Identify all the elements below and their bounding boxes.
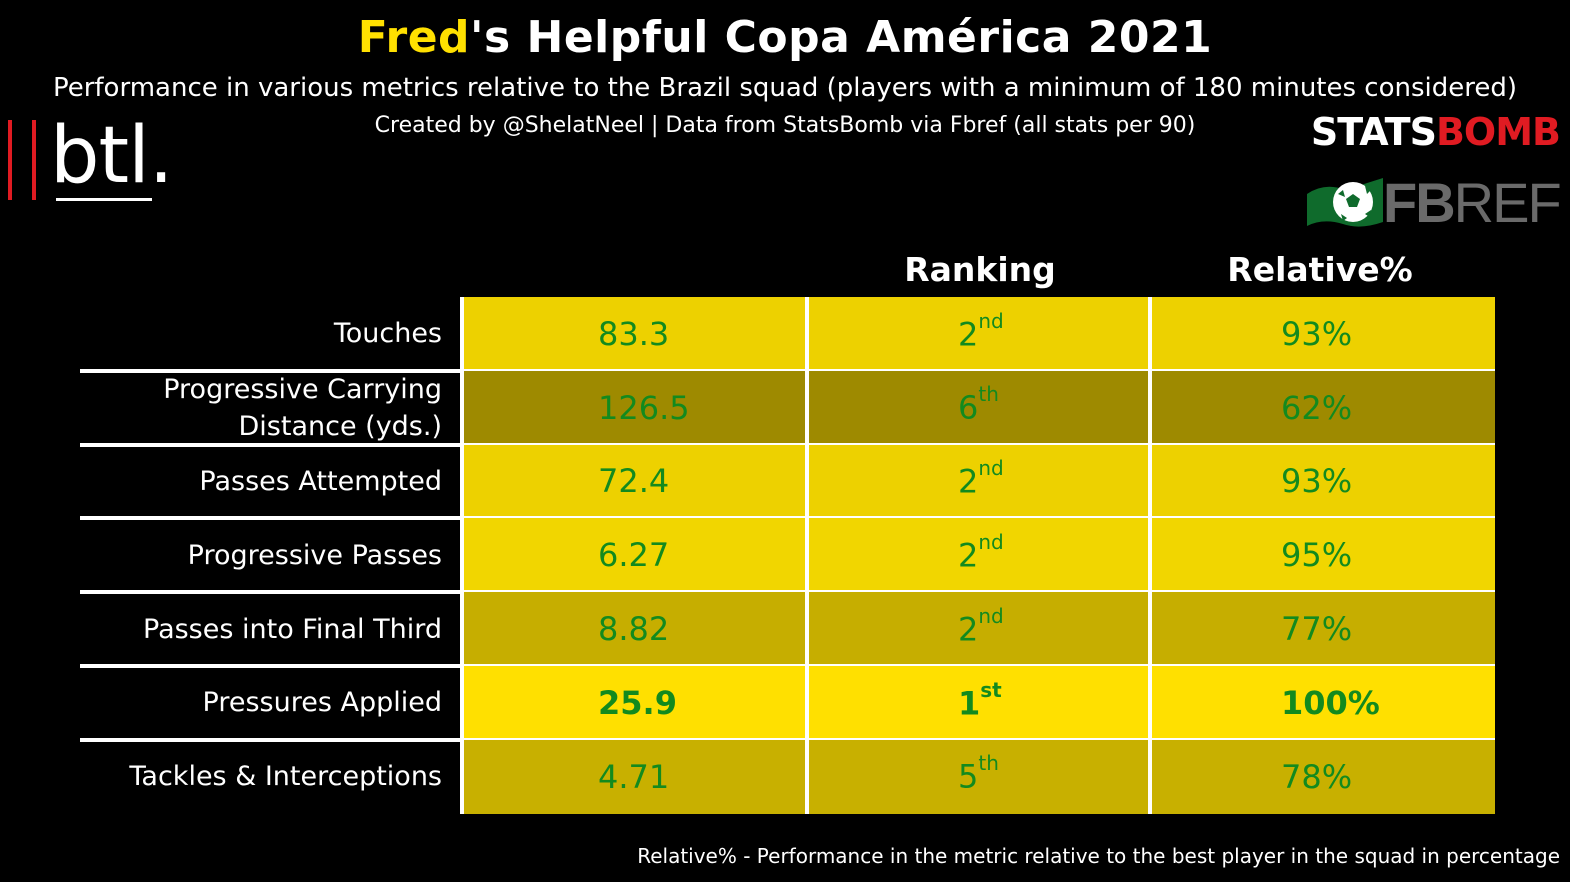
rank-suffix: st <box>980 677 1002 702</box>
ranking-cell-text: 2nd <box>958 309 1004 354</box>
rank-number: 6 <box>958 389 979 428</box>
footnote: Relative% - Performance in the metric re… <box>637 844 1560 868</box>
value-cell-text: 25.9 <box>598 683 677 722</box>
relative-cell: 62% <box>1151 370 1495 445</box>
rank-suffix: nd <box>978 308 1004 333</box>
btl-logo: btl. <box>8 116 178 206</box>
relative-cell: 95% <box>1151 518 1495 593</box>
ranking-cell-text: 2nd <box>958 530 1004 575</box>
row-label: Passes Attempted <box>199 465 442 497</box>
rank-number: 1 <box>958 684 981 723</box>
row-label: Pressures Applied <box>202 687 442 719</box>
rank-number: 5 <box>958 758 979 797</box>
column-header-relative: Relative% <box>1227 250 1413 289</box>
btl-logo-word: btl <box>50 111 150 201</box>
relative-cell: 78% <box>1151 739 1495 814</box>
relative-cell-text: 93% <box>1281 314 1353 353</box>
ranking-cell: 2nd <box>808 297 1149 371</box>
chart-title: Fred's Helpful Copa América 2021 <box>0 10 1570 66</box>
relative-cell-text: 78% <box>1281 757 1353 796</box>
column-separator <box>1148 297 1152 814</box>
row-label: Progressive Carrying Distance (yds.) <box>80 371 442 445</box>
value-cell: 4.71 <box>464 739 806 814</box>
rank-suffix: nd <box>978 456 1004 481</box>
value-cell: 126.5 <box>464 370 806 445</box>
value-cell: 25.9 <box>464 666 806 740</box>
rank-number: 2 <box>958 536 979 575</box>
value-cell-text: 4.71 <box>598 757 670 796</box>
ranking-cell: 2nd <box>808 592 1149 666</box>
row-label: Tackles & Interceptions <box>129 761 442 793</box>
ranking-cell: 5th <box>808 739 1149 814</box>
title-highlight: Fred <box>357 12 471 63</box>
ranking-cell-text: 1st <box>958 678 1002 723</box>
rank-suffix: th <box>978 751 999 776</box>
statsbomb-logo-red: BOMB <box>1435 110 1561 154</box>
rank-number: 2 <box>958 610 979 649</box>
column-header-ranking: Ranking <box>904 250 1056 289</box>
relative-cell-text: 95% <box>1281 536 1353 575</box>
relative-cell-text: 77% <box>1281 610 1353 649</box>
row-label-line: Distance (yds.) <box>238 410 442 442</box>
relative-cell: 93% <box>1151 444 1495 519</box>
btl-logo-dot: . <box>148 111 174 201</box>
btl-bar-left <box>8 120 12 200</box>
relative-cell: 93% <box>1151 297 1495 371</box>
fbref-logo-light: REF <box>1453 171 1562 234</box>
relative-cell-text: 93% <box>1281 462 1353 501</box>
ranking-cell: 2nd <box>808 444 1149 519</box>
row-label: Passes into Final Third <box>143 613 442 645</box>
column-separator <box>805 297 809 814</box>
relative-cell: 77% <box>1151 592 1495 666</box>
value-cell: 83.3 <box>464 297 806 371</box>
statsbomb-logo-white: STATS <box>1310 110 1437 154</box>
ranking-cell-text: 5th <box>958 751 999 797</box>
btl-underline <box>56 198 152 201</box>
rank-suffix: nd <box>978 529 1004 554</box>
value-cell-text: 8.82 <box>598 610 670 649</box>
row-label: Progressive Passes <box>187 539 442 571</box>
credit-line: Created by @ShelatNeel | Data from Stats… <box>0 110 1570 142</box>
row-label: Touches <box>333 318 442 350</box>
fbref-logo-text: FBREF <box>1383 171 1562 234</box>
value-cell-text: 83.3 <box>598 314 670 353</box>
rank-number: 2 <box>958 315 979 354</box>
value-cell-text: 72.4 <box>598 462 670 501</box>
rank-suffix: nd <box>978 603 1004 628</box>
row-label-line: Progressive Carrying <box>163 373 442 405</box>
value-cell-text: 6.27 <box>598 536 670 575</box>
value-cell: 6.27 <box>464 518 806 593</box>
ranking-cell-text: 2nd <box>958 604 1004 649</box>
btl-bar-right <box>32 120 36 200</box>
rank-suffix: th <box>978 382 999 407</box>
btl-logo-text: btl. <box>50 116 174 196</box>
value-cell: 8.82 <box>464 592 806 666</box>
credit-text: Created by @ShelatNeel | Data from Stats… <box>374 113 1196 138</box>
ranking-cell: 2nd <box>808 518 1149 593</box>
row-label-lines: Progressive Carrying Distance (yds.) <box>163 371 442 445</box>
chart-subtitle: Performance in various metrics relative … <box>52 73 1518 103</box>
ranking-cell: 1st <box>808 666 1149 740</box>
fbref-flag-icon <box>1307 178 1383 227</box>
statsbomb-logo: STATSBOMB <box>1310 110 1561 154</box>
ranking-cell: 6th <box>808 370 1149 445</box>
relative-cell-text: 62% <box>1281 388 1353 427</box>
title-rest: 's Helpful Copa América 2021 <box>470 12 1213 63</box>
column-separator <box>460 297 464 814</box>
relative-cell-text: 100% <box>1281 683 1380 722</box>
value-cell: 72.4 <box>464 444 806 519</box>
rank-number: 2 <box>958 462 979 501</box>
fbref-logo-bold: FB <box>1383 171 1456 234</box>
relative-cell: 100% <box>1151 666 1495 740</box>
ranking-cell-text: 2nd <box>958 456 1004 501</box>
fbref-logo: FBREF <box>1305 171 1562 234</box>
ranking-cell-text: 6th <box>958 382 999 428</box>
value-cell-text: 126.5 <box>598 388 690 427</box>
